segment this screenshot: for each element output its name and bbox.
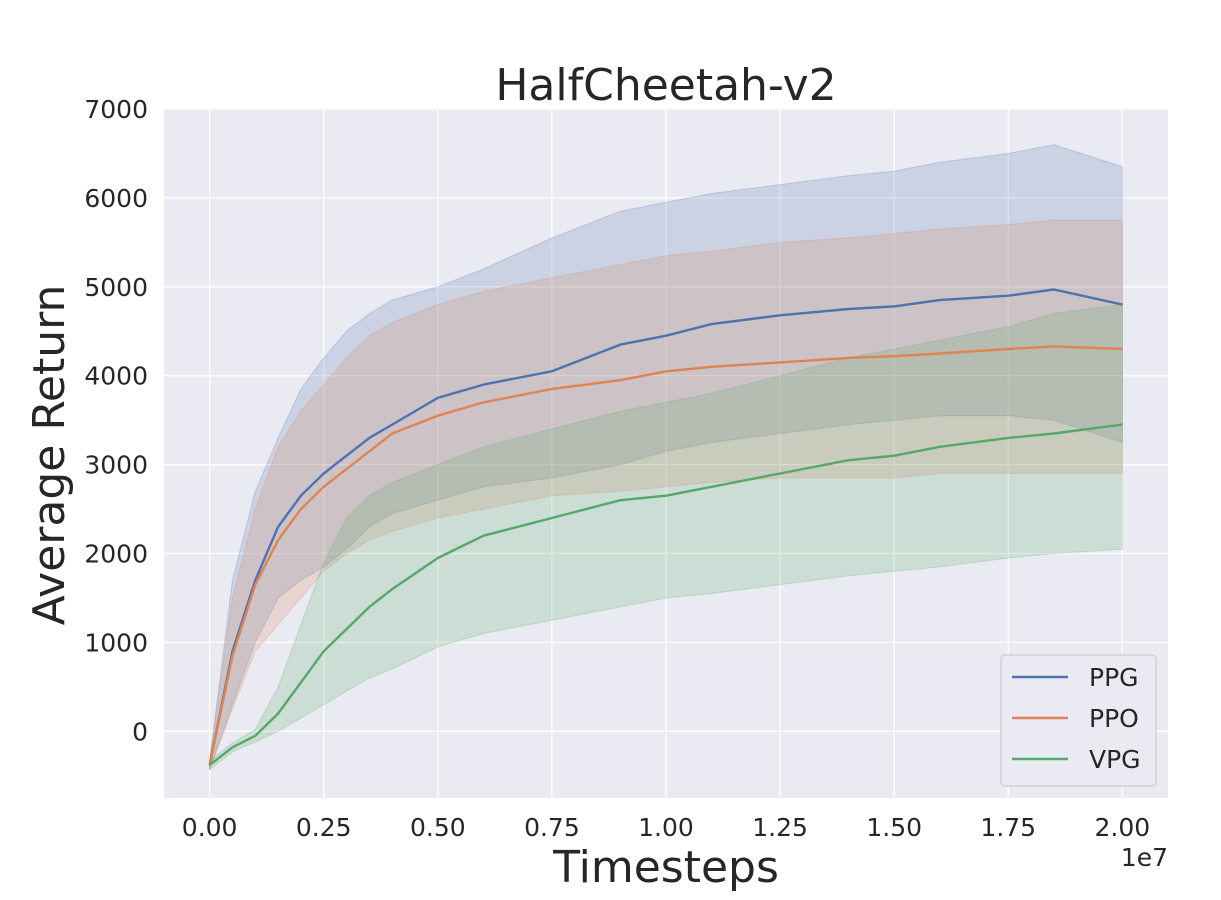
x-tick-label: 1.75 [980, 813, 1036, 842]
x-tick-label: 1.25 [752, 813, 808, 842]
band-ppo [209, 219, 1123, 770]
y-tick-label: 0 [132, 717, 148, 746]
line-ppo [208, 345, 1123, 766]
series-lines [208, 288, 1123, 767]
y-tick-label: 4000 [84, 362, 148, 391]
line-ppg [208, 288, 1123, 766]
x-tick-label: 2.00 [1095, 813, 1151, 842]
x-tick-label: 0.25 [296, 813, 352, 842]
y-axis-label: Average Return [24, 285, 75, 626]
legend-label-ppo: PPO [1089, 704, 1139, 733]
x-tick-label: 0.50 [410, 813, 466, 842]
y-tick-label: 2000 [84, 540, 148, 569]
y-tick-label: 5000 [84, 273, 148, 302]
x-tick-label: 1.00 [638, 813, 694, 842]
line-vpg [208, 423, 1123, 767]
x-tick-label: 0.75 [524, 813, 580, 842]
band-ppg [209, 144, 1123, 770]
legend: PPG PPO VPG [1000, 654, 1157, 787]
x-axis-label: Timesteps [552, 842, 779, 893]
legend-label-ppg: PPG [1089, 663, 1139, 692]
legend-label-vpg: VPG [1089, 745, 1141, 774]
y-tick-label: 3000 [84, 451, 148, 480]
chart-title: HalfCheetah-v2 [495, 60, 836, 111]
tick-labels: 0.00 0.25 0.50 0.75 1.00 1.25 1.50 1.75 2.00 0 100… [84, 95, 1150, 842]
y-tick-label: 1000 [84, 628, 148, 657]
band-vpg [209, 304, 1123, 771]
legend-box [1000, 654, 1157, 787]
confidence-bands [209, 144, 1123, 771]
x-tick-label: 0.00 [182, 813, 238, 842]
y-tick-label: 6000 [84, 184, 148, 213]
x-tick-label: 1.50 [866, 813, 922, 842]
y-tick-label: 7000 [84, 95, 148, 124]
x-axis-offset-label: 1e7 [1121, 843, 1168, 872]
